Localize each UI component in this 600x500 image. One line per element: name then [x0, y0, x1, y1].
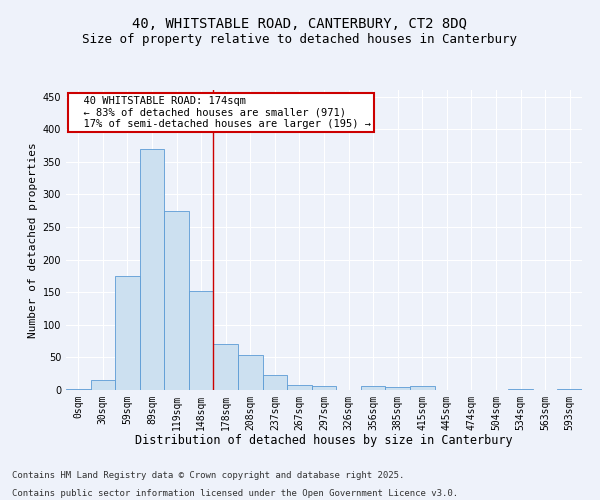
- Bar: [189, 291, 214, 390]
- Bar: [385, 388, 410, 390]
- Text: Contains HM Land Registry data © Crown copyright and database right 2025.: Contains HM Land Registry data © Crown c…: [12, 471, 404, 480]
- Bar: [238, 355, 263, 390]
- X-axis label: Distribution of detached houses by size in Canterbury: Distribution of detached houses by size …: [135, 434, 513, 448]
- Bar: [164, 210, 189, 390]
- Bar: [361, 386, 385, 390]
- Text: Size of property relative to detached houses in Canterbury: Size of property relative to detached ho…: [83, 32, 517, 46]
- Bar: [214, 344, 238, 390]
- Bar: [140, 148, 164, 390]
- Bar: [410, 386, 434, 390]
- Y-axis label: Number of detached properties: Number of detached properties: [28, 142, 38, 338]
- Bar: [66, 388, 91, 390]
- Bar: [91, 380, 115, 390]
- Bar: [312, 386, 336, 390]
- Bar: [557, 388, 582, 390]
- Bar: [287, 385, 312, 390]
- Bar: [115, 276, 140, 390]
- Bar: [263, 375, 287, 390]
- Text: Contains public sector information licensed under the Open Government Licence v3: Contains public sector information licen…: [12, 488, 458, 498]
- Text: 40 WHITSTABLE ROAD: 174sqm
  ← 83% of detached houses are smaller (971)
  17% of: 40 WHITSTABLE ROAD: 174sqm ← 83% of deta…: [71, 96, 371, 129]
- Text: 40, WHITSTABLE ROAD, CANTERBURY, CT2 8DQ: 40, WHITSTABLE ROAD, CANTERBURY, CT2 8DQ: [133, 18, 467, 32]
